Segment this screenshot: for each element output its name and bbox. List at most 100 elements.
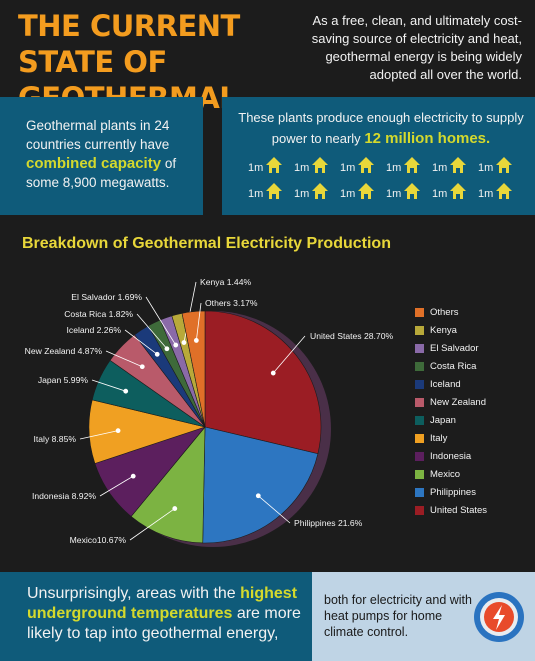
- legend-label: Japan: [430, 414, 456, 426]
- homes-row: 1m 1m 1m 1m 1m 1m: [248, 152, 528, 174]
- legend-item: Others: [415, 303, 487, 321]
- house-icon: [266, 157, 283, 173]
- home-item: 1m: [432, 152, 474, 174]
- legend-swatch: [415, 505, 424, 515]
- breakdown-heading: Breakdown of Geothermal Electricity Prod…: [22, 235, 391, 252]
- leader-dot: [172, 506, 178, 511]
- legend-label: Philippines: [430, 486, 476, 498]
- chart-legend: Others Kenya El Salvador Costa Rica Iceland N…: [415, 303, 487, 519]
- home-label: 1m: [432, 188, 448, 200]
- house-icon: [358, 157, 375, 173]
- legend-item: Iceland: [415, 375, 487, 393]
- bottom-text-1: Unsurprisingly, areas with the: [27, 585, 236, 602]
- legend-label: Mexico: [430, 468, 461, 480]
- legend-label: Kenya: [430, 324, 457, 336]
- leader-line: [272, 335, 306, 374]
- legend-swatch: [415, 307, 424, 317]
- leader-line: [145, 296, 177, 346]
- legend-item: Philippines: [415, 483, 487, 501]
- slice-label: New Zealand 4.87%: [25, 346, 103, 356]
- slice-label: Kenya 1.44%: [200, 277, 251, 287]
- leader-line: [195, 302, 202, 341]
- pie-slice-mexico: [130, 426, 206, 544]
- slice-label: Iceland 2.26%: [67, 325, 122, 335]
- legend-swatch: [415, 379, 424, 389]
- legend-item: Japan: [415, 411, 487, 429]
- legend-swatch: [415, 325, 424, 335]
- leader-dot: [130, 473, 136, 479]
- home-item: 1m: [478, 152, 520, 174]
- slice-label: Philippines 21.6%: [294, 518, 363, 528]
- legend-item: New Zealand: [415, 393, 487, 411]
- legend-item: United States: [415, 501, 487, 519]
- leader-dot: [139, 364, 145, 370]
- pie-slice-philippines: [202, 426, 319, 544]
- home-label: 1m: [294, 162, 310, 174]
- leader-line: [99, 475, 134, 497]
- leader-dot: [115, 428, 121, 434]
- homes-highlight: 12 million homes.: [364, 130, 491, 147]
- capacity-text: Geothermal plants in 24 countries curren…: [26, 116, 196, 192]
- home-item: 1m: [248, 152, 290, 174]
- legend-item: Costa Rica: [415, 357, 487, 375]
- house-icon: [496, 183, 513, 199]
- home-item: 1m: [386, 178, 428, 200]
- homes-panel: These plants produce enough electricity …: [222, 97, 535, 215]
- house-icon: [358, 183, 375, 199]
- home-label: 1m: [478, 162, 494, 174]
- leader-dot: [154, 351, 160, 357]
- legend-label: Others: [430, 306, 459, 318]
- house-icon: [312, 157, 329, 173]
- capacity-panel: Geothermal plants in 24 countries curren…: [0, 97, 203, 215]
- leader-line: [124, 329, 158, 355]
- lightning-bolt-icon: [474, 592, 524, 642]
- house-icon: [450, 183, 467, 199]
- house-icon: [496, 157, 513, 173]
- intro-text: As a free, clean, and ultimately cost-sa…: [311, 13, 522, 82]
- home-item: 1m: [340, 152, 382, 174]
- bottom-right-text: both for electricity and with heat pumps…: [324, 593, 472, 639]
- legend-label: Italy: [430, 432, 448, 444]
- title-line-1: THE CURRENT STATE OF: [18, 9, 240, 79]
- legend-item: Kenya: [415, 321, 487, 339]
- legend-swatch: [415, 415, 424, 425]
- leader-line: [79, 430, 119, 440]
- slice-label: Indonesia 8.92%: [32, 491, 96, 501]
- home-label: 1m: [248, 162, 264, 174]
- house-icon: [312, 183, 329, 199]
- home-label: 1m: [386, 162, 402, 174]
- leader-dot: [193, 338, 199, 343]
- leader-dot: [123, 388, 129, 394]
- leader-line: [129, 508, 176, 541]
- legend-swatch: [415, 469, 424, 479]
- bottom-left-panel: Unsurprisingly, areas with the highest u…: [0, 572, 312, 661]
- home-label: 1m: [386, 188, 402, 200]
- slice-label: Japan 5.99%: [38, 375, 89, 385]
- bottom-text-2: are more likely to tap into geothermal e…: [27, 605, 301, 642]
- homes-text-1: These plants produce enough electricity …: [238, 110, 524, 146]
- legend-swatch: [415, 487, 424, 497]
- leader-dot: [181, 340, 187, 345]
- legend-swatch: [415, 451, 424, 461]
- legend-swatch: [415, 343, 424, 353]
- house-icon: [404, 183, 421, 199]
- home-item: 1m: [294, 178, 336, 200]
- capacity-text-1: Geothermal plants in 24 countries curren…: [26, 118, 170, 152]
- legend-label: New Zealand: [430, 396, 486, 408]
- slice-label: United States 28.70%: [310, 331, 393, 341]
- legend-label: Iceland: [430, 378, 461, 390]
- legend-item: Mexico: [415, 465, 487, 483]
- home-label: 1m: [432, 162, 448, 174]
- house-icon: [266, 183, 283, 199]
- house-icon: [404, 157, 421, 173]
- legend-item: El Salvador: [415, 339, 487, 357]
- leader-dot: [164, 346, 170, 352]
- slice-label: El Salvador 1.69%: [71, 292, 142, 302]
- slice-label: Italy 8.85%: [33, 434, 76, 444]
- home-item: 1m: [248, 178, 290, 200]
- leader-dot: [255, 493, 261, 499]
- capacity-highlight: combined capacity: [26, 155, 162, 172]
- legend-label: Indonesia: [430, 450, 472, 462]
- slice-label: Others 3.17%: [205, 298, 258, 308]
- pie-slice-others: [181, 310, 206, 428]
